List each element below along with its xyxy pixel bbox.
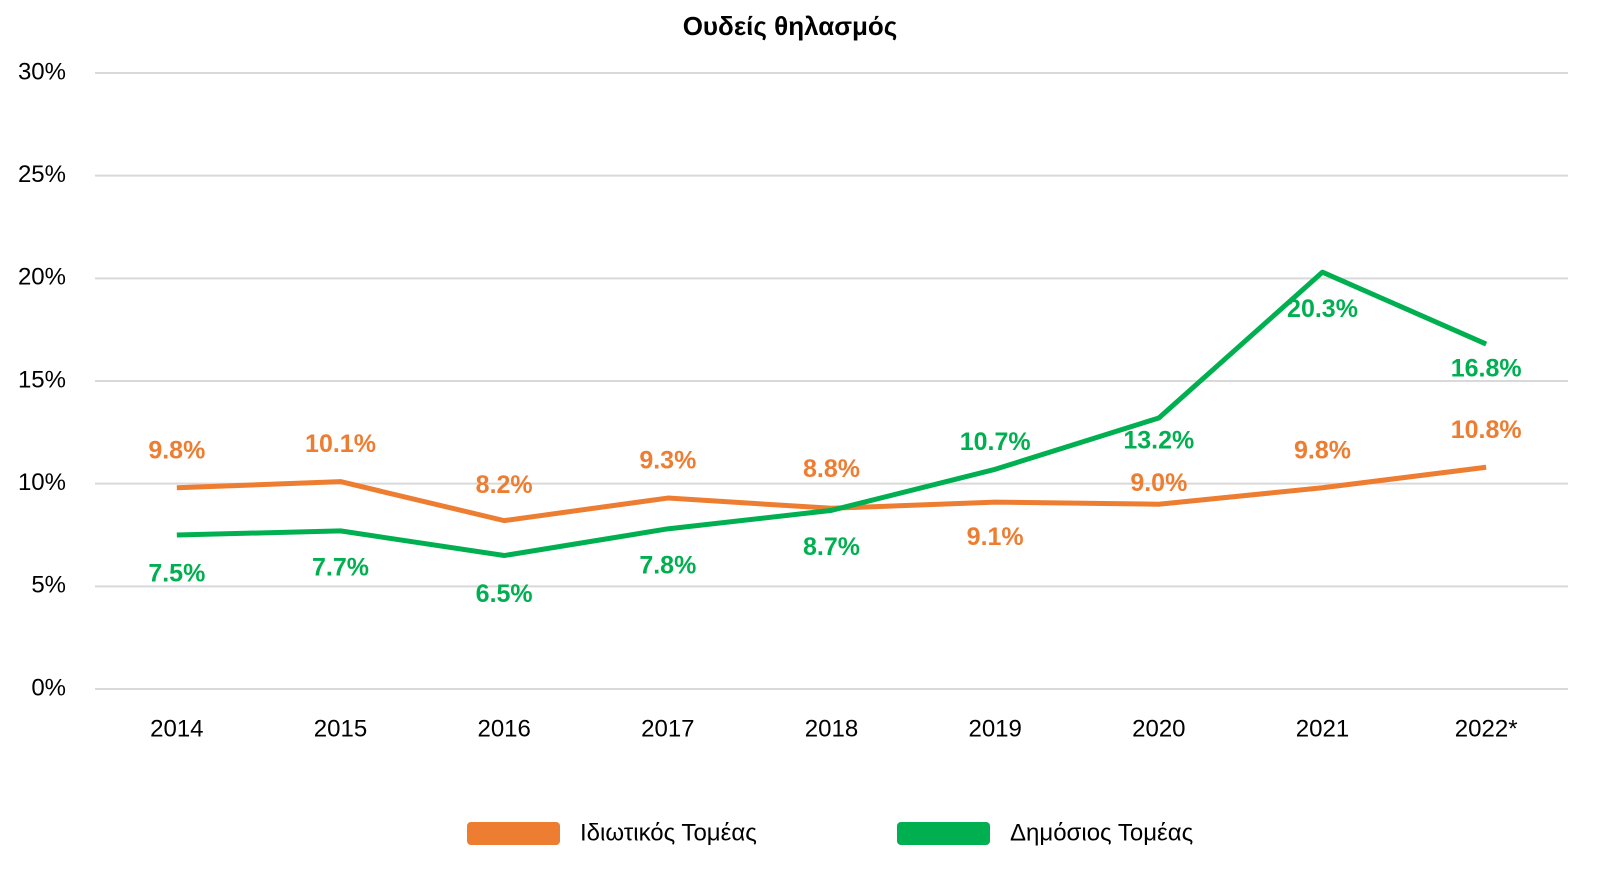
data-label: 20.3% [1287, 295, 1358, 323]
legend-label: Ιδιωτικός Τομέας [580, 819, 757, 846]
data-label: 7.7% [312, 554, 369, 582]
x-tick-label: 2020 [1132, 715, 1185, 742]
data-label: 16.8% [1451, 355, 1522, 383]
data-label: 9.8% [148, 436, 205, 464]
y-tick-label: 30% [18, 58, 66, 85]
data-label: 7.8% [639, 551, 696, 579]
legend-swatch [467, 822, 560, 845]
data-label: 10.7% [960, 428, 1031, 456]
x-tick-label: 2017 [641, 715, 694, 742]
legend-label: Δημόσιος Τομέας [1010, 819, 1193, 846]
y-tick-label: 10% [18, 469, 66, 496]
data-label: 13.2% [1123, 427, 1194, 455]
data-label: 9.0% [1130, 469, 1187, 497]
y-tick-label: 0% [31, 674, 66, 701]
x-tick-label: 2022* [1455, 715, 1518, 742]
data-label: 6.5% [476, 580, 533, 608]
chart-title: Ουδείς θηλασμός [683, 11, 898, 41]
data-label: 8.8% [803, 455, 860, 483]
x-tick-label: 2015 [314, 715, 367, 742]
data-label: 10.8% [1451, 416, 1522, 444]
data-label: 9.3% [639, 447, 696, 475]
y-tick-label: 15% [18, 366, 66, 393]
data-label: 8.7% [803, 533, 860, 561]
data-label: 10.1% [305, 430, 376, 458]
y-tick-label: 20% [18, 264, 66, 291]
line-series [176, 269, 1488, 559]
y-tick-label: 5% [31, 572, 66, 599]
x-tick-label: 2018 [805, 715, 858, 742]
data-label: 8.2% [476, 471, 533, 499]
x-tick-label: 2014 [150, 715, 203, 742]
data-label: 7.5% [148, 560, 205, 588]
y-tick-label: 25% [18, 161, 66, 188]
data-label: 9.1% [967, 523, 1024, 551]
legend-swatch [897, 822, 990, 845]
x-tick-label: 2016 [477, 715, 530, 742]
x-tick-label: 2021 [1296, 715, 1349, 742]
x-tick-label: 2019 [968, 715, 1021, 742]
data-label: 9.8% [1294, 436, 1351, 464]
